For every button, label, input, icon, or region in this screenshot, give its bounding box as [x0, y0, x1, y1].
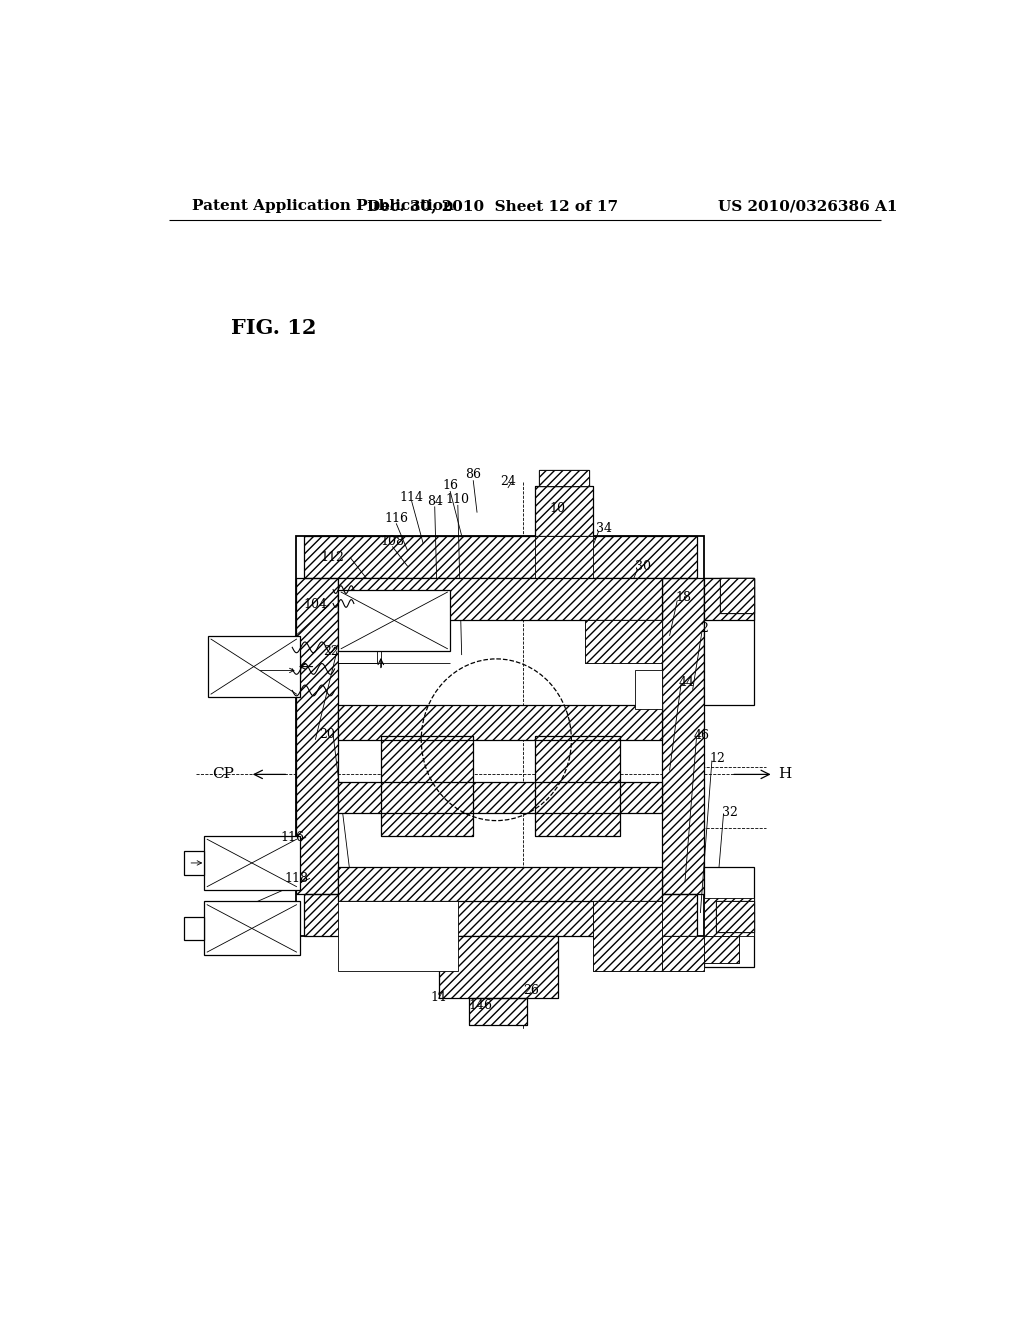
- Bar: [535, 737, 620, 836]
- Bar: [381, 737, 473, 836]
- Bar: [705, 867, 755, 966]
- Text: 24: 24: [500, 475, 516, 488]
- Bar: [705, 898, 755, 936]
- Bar: [339, 620, 377, 663]
- Bar: [204, 902, 300, 956]
- Bar: [339, 781, 662, 813]
- Text: 44: 44: [679, 676, 694, 689]
- Text: 112: 112: [321, 550, 344, 564]
- Text: 104: 104: [303, 598, 328, 611]
- Bar: [339, 705, 662, 739]
- Bar: [662, 936, 705, 970]
- Bar: [469, 998, 527, 1024]
- Bar: [204, 836, 300, 890]
- Bar: [705, 936, 739, 964]
- Text: 10: 10: [550, 502, 566, 515]
- Text: H: H: [778, 767, 792, 781]
- Text: 32: 32: [722, 807, 737, 820]
- Bar: [339, 781, 662, 813]
- Bar: [662, 578, 705, 894]
- Text: 86: 86: [465, 467, 481, 480]
- Text: 46: 46: [694, 730, 710, 742]
- Bar: [535, 536, 593, 578]
- Bar: [339, 902, 458, 970]
- Text: 18: 18: [676, 591, 691, 603]
- Text: 110: 110: [445, 492, 470, 506]
- Bar: [296, 655, 300, 678]
- Bar: [705, 578, 755, 705]
- Bar: [184, 917, 204, 940]
- Bar: [296, 578, 339, 894]
- Bar: [438, 936, 558, 998]
- Bar: [720, 578, 755, 612]
- Text: US 2010/0326386 A1: US 2010/0326386 A1: [719, 199, 898, 213]
- Bar: [716, 902, 755, 932]
- Text: 116: 116: [281, 832, 304, 843]
- Bar: [716, 902, 755, 932]
- Text: 114: 114: [399, 491, 424, 504]
- Bar: [304, 536, 696, 578]
- Bar: [339, 867, 662, 902]
- Bar: [662, 936, 705, 970]
- Bar: [705, 936, 739, 964]
- Bar: [469, 998, 527, 1024]
- Text: Dec. 30, 2010  Sheet 12 of 17: Dec. 30, 2010 Sheet 12 of 17: [367, 199, 618, 213]
- Bar: [339, 867, 662, 902]
- Text: 14: 14: [430, 991, 446, 1005]
- Bar: [585, 620, 662, 663]
- Bar: [339, 578, 662, 620]
- Text: FIG. 12: FIG. 12: [230, 318, 316, 338]
- Bar: [593, 902, 662, 970]
- Bar: [535, 486, 593, 536]
- Text: CP: CP: [212, 767, 233, 781]
- Bar: [585, 620, 662, 663]
- Text: 22: 22: [323, 644, 339, 657]
- Bar: [705, 578, 755, 620]
- Bar: [381, 737, 473, 836]
- Bar: [535, 737, 620, 836]
- Bar: [296, 578, 339, 894]
- Text: 20: 20: [318, 727, 335, 741]
- Bar: [304, 894, 696, 936]
- Bar: [720, 578, 755, 612]
- Text: 12: 12: [710, 752, 725, 766]
- Text: 26: 26: [523, 983, 539, 997]
- Text: 146: 146: [469, 999, 493, 1012]
- Text: 118: 118: [284, 871, 308, 884]
- Bar: [705, 578, 755, 620]
- Text: Patent Application Publication: Patent Application Publication: [193, 199, 455, 213]
- Text: 108: 108: [380, 536, 404, 548]
- Text: 16: 16: [442, 479, 458, 492]
- Text: 116: 116: [384, 512, 409, 525]
- Bar: [635, 671, 662, 709]
- Bar: [662, 578, 705, 894]
- Text: 34: 34: [596, 521, 612, 535]
- Bar: [296, 536, 705, 936]
- Bar: [208, 636, 300, 697]
- Bar: [339, 578, 662, 620]
- Bar: [438, 936, 558, 998]
- Text: 2: 2: [700, 622, 709, 635]
- Text: 30: 30: [635, 560, 650, 573]
- Text: 84: 84: [427, 495, 442, 508]
- Bar: [184, 851, 204, 874]
- Bar: [539, 470, 589, 486]
- Bar: [339, 590, 451, 651]
- Bar: [304, 536, 696, 578]
- Bar: [339, 705, 662, 739]
- Bar: [535, 486, 593, 536]
- Bar: [304, 894, 696, 936]
- Bar: [539, 470, 589, 486]
- Bar: [593, 902, 662, 970]
